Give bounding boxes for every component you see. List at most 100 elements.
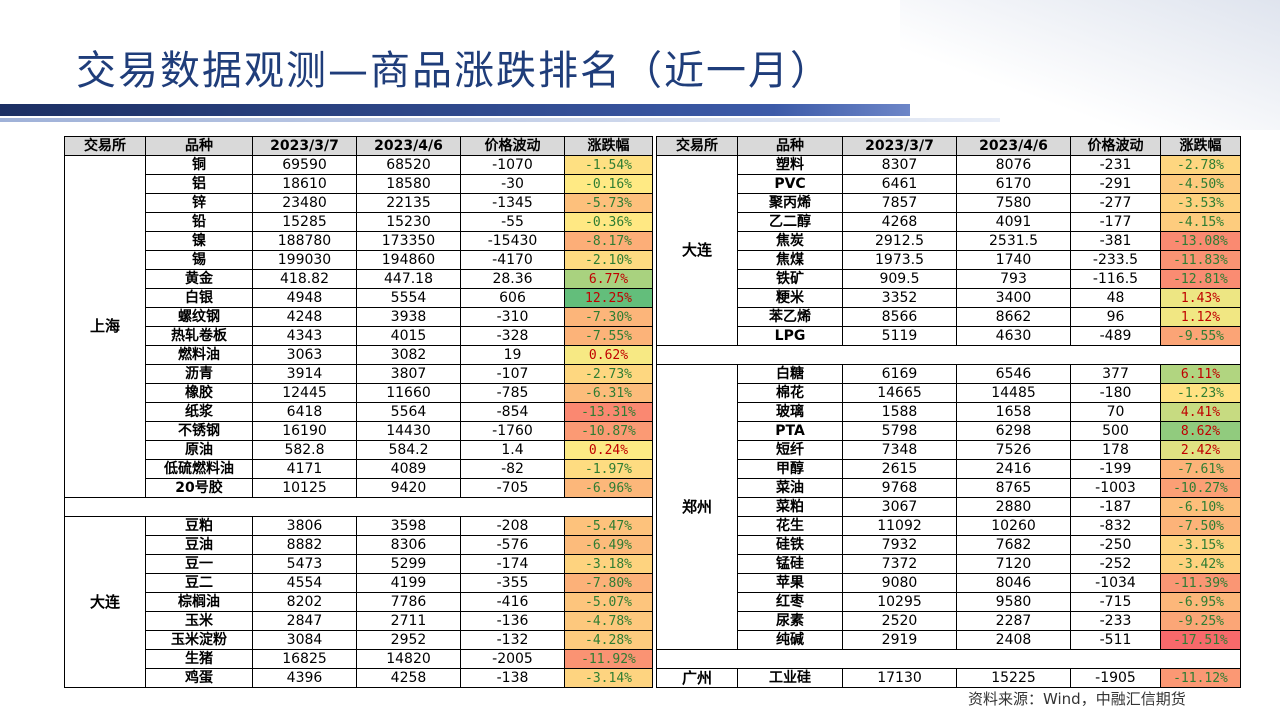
price-date1-cell: 2615: [842, 459, 957, 479]
price-date2-cell: 6546: [956, 364, 1071, 384]
table-row: 菜油 9768 8765 -1003 -10.27%: [657, 478, 1241, 498]
table-row: 焦煤 1973.5 1740 -233.5 -11.83%: [657, 250, 1241, 270]
price-date2-cell: 14430: [356, 421, 461, 441]
pct-change-cell: -4.50%: [1160, 174, 1241, 194]
pct-change-cell: -13.31%: [564, 402, 653, 422]
price-date2-cell: 2952: [356, 630, 461, 650]
table-row: 甲醇 2615 2416 -199 -7.61%: [657, 459, 1241, 479]
price-date2-cell: 2287: [956, 611, 1071, 631]
price-date1-cell: 1973.5: [842, 250, 957, 270]
price-change-cell: -208: [460, 516, 565, 536]
price-change-cell: -2005: [460, 649, 565, 669]
product-name-cell: 豆一: [145, 554, 253, 574]
header-exchange: 交易所: [656, 136, 738, 156]
exchange-cell: 大连: [656, 155, 738, 346]
table-row: 锌 23480 22135 -1345 -5.73%: [65, 193, 653, 213]
product-name-cell: 尿素: [737, 611, 843, 631]
price-date2-cell: 4091: [956, 212, 1071, 232]
pct-change-cell: -7.30%: [564, 307, 653, 327]
price-date2-cell: 447.18: [356, 269, 461, 289]
pct-change-cell: -11.83%: [1160, 250, 1241, 270]
header-pct-change: 涨跌幅: [1160, 136, 1241, 156]
table-row: 玉米 2847 2711 -136 -4.78%: [65, 611, 653, 631]
price-date1-cell: 909.5: [842, 269, 957, 289]
price-date1-cell: 17130: [842, 668, 957, 688]
pct-change-cell: 0.62%: [564, 345, 653, 365]
table-row: LPG 5119 4630 -489 -9.55%: [657, 326, 1241, 346]
price-change-cell: -177: [1070, 212, 1161, 232]
product-name-cell: 纯碱: [737, 630, 843, 650]
table-row: 黄金 418.82 447.18 28.36 6.77%: [65, 269, 653, 289]
product-name-cell: 苹果: [737, 573, 843, 593]
price-change-cell: 178: [1070, 440, 1161, 460]
product-name-cell: 螺纹钢: [145, 307, 253, 327]
price-date2-cell: 2880: [956, 497, 1071, 517]
table-row: 棕榈油 8202 7786 -416 -5.07%: [65, 592, 653, 612]
header-date-2: 2023/4/6: [356, 136, 461, 156]
product-name-cell: 粳米: [737, 288, 843, 308]
pct-change-cell: -6.10%: [1160, 497, 1241, 517]
table-row: 尿素 2520 2287 -233 -9.25%: [657, 611, 1241, 631]
price-date1-cell: 4948: [252, 288, 357, 308]
price-date1-cell: 23480: [252, 193, 357, 213]
pct-change-cell: -9.55%: [1160, 326, 1241, 346]
price-date2-cell: 194860: [356, 250, 461, 270]
price-change-cell: -250: [1070, 535, 1161, 555]
pct-change-cell: -6.96%: [564, 478, 653, 498]
pct-change-cell: -3.53%: [1160, 193, 1241, 213]
header-date-2: 2023/4/6: [956, 136, 1071, 156]
price-date2-cell: 18580: [356, 174, 461, 194]
price-date2-cell: 22135: [356, 193, 461, 213]
price-date2-cell: 4199: [356, 573, 461, 593]
pct-change-cell: -6.95%: [1160, 592, 1241, 612]
price-date2-cell: 3807: [356, 364, 461, 384]
price-change-cell: 500: [1070, 421, 1161, 441]
price-date1-cell: 3067: [842, 497, 957, 517]
price-date1-cell: 9768: [842, 478, 957, 498]
table-row: 锰硅 7372 7120 -252 -3.42%: [657, 554, 1241, 574]
group-separator-row: [656, 649, 1241, 669]
price-date2-cell: 4630: [956, 326, 1071, 346]
header-price-change: 价格波动: [1070, 136, 1161, 156]
price-change-cell: -199: [1070, 459, 1161, 479]
product-name-cell: 豆二: [145, 573, 253, 593]
table-row: 燃料油 3063 3082 19 0.62%: [65, 345, 653, 365]
product-name-cell: PVC: [737, 174, 843, 194]
table-row: 大连 豆粕 3806 3598 -208 -5.47%: [64, 516, 653, 688]
price-date1-cell: 5798: [842, 421, 957, 441]
price-change-cell: -252: [1070, 554, 1161, 574]
product-name-cell: 白银: [145, 288, 253, 308]
price-date1-cell: 4343: [252, 326, 357, 346]
pct-change-cell: -8.17%: [564, 231, 653, 251]
header-exchange: 交易所: [64, 136, 146, 156]
price-date1-cell: 4248: [252, 307, 357, 327]
product-name-cell: 铁矿: [737, 269, 843, 289]
price-date2-cell: 68520: [356, 155, 461, 175]
price-change-cell: -30: [460, 174, 565, 194]
pct-change-cell: 8.62%: [1160, 421, 1241, 441]
product-name-cell: 苯乙烯: [737, 307, 843, 327]
pct-change-cell: 1.43%: [1160, 288, 1241, 308]
product-name-cell: 铝: [145, 174, 253, 194]
product-name-cell: 锌: [145, 193, 253, 213]
price-change-cell: -233.5: [1070, 250, 1161, 270]
table-row: 热轧卷板 4343 4015 -328 -7.55%: [65, 326, 653, 346]
price-date1-cell: 4171: [252, 459, 357, 479]
exchange-cell: 大连: [64, 516, 146, 688]
pct-change-cell: -2.10%: [564, 250, 653, 270]
price-date1-cell: 3914: [252, 364, 357, 384]
price-date2-cell: 173350: [356, 231, 461, 251]
pct-change-cell: -3.42%: [1160, 554, 1241, 574]
price-change-cell: -854: [460, 402, 565, 422]
price-date2-cell: 7526: [956, 440, 1071, 460]
product-name-cell: 白糖: [737, 364, 843, 384]
table-row: 粳米 3352 3400 48 1.43%: [657, 288, 1241, 308]
price-change-cell: -310: [460, 307, 565, 327]
price-change-cell: -1034: [1070, 573, 1161, 593]
product-name-cell: 锰硅: [737, 554, 843, 574]
table-row: 大连 塑料 8307 8076 -231 -2.78%: [656, 155, 1241, 346]
product-name-cell: 铅: [145, 212, 253, 232]
pct-change-cell: -7.55%: [564, 326, 653, 346]
pct-change-cell: -2.73%: [564, 364, 653, 384]
exchange-cell: 广州: [656, 668, 738, 688]
